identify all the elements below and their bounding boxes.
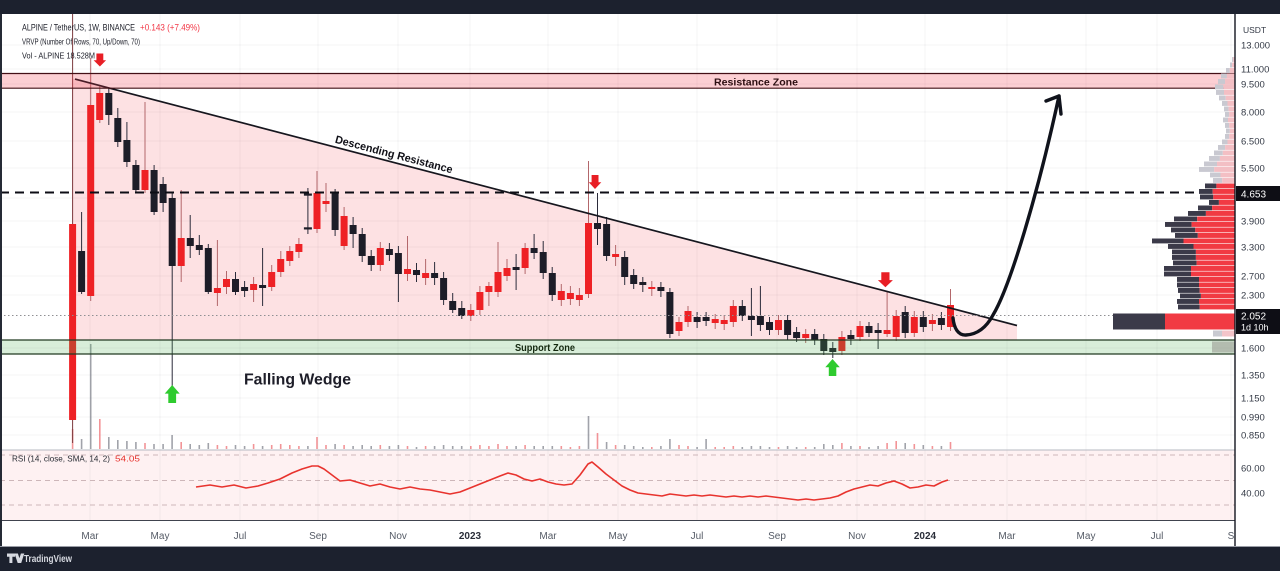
svg-text:1.150: 1.150 xyxy=(1241,394,1265,405)
svg-text:Jul: Jul xyxy=(234,531,247,542)
svg-text:60.00: 60.00 xyxy=(1241,464,1265,475)
svg-text:5.500: 5.500 xyxy=(1241,164,1265,175)
svg-text:9.500: 9.500 xyxy=(1241,80,1265,91)
svg-text:0.990: 0.990 xyxy=(1241,413,1265,424)
svg-text:TradingView: TradingView xyxy=(24,554,72,565)
svg-text:13.000: 13.000 xyxy=(1241,41,1270,52)
svg-text:0.850: 0.850 xyxy=(1241,431,1265,442)
svg-text:8.000: 8.000 xyxy=(1241,108,1265,119)
svg-text:Vol - ALPINE 18.528M: Vol - ALPINE 18.528M xyxy=(22,51,95,61)
svg-text:Jul: Jul xyxy=(691,531,704,542)
svg-text:Nov: Nov xyxy=(848,531,866,542)
svg-text:Support Zone: Support Zone xyxy=(515,342,575,354)
svg-text:VRVP (Number Of Rows, 70, Up/D: VRVP (Number Of Rows, 70, Up/Down, 70) xyxy=(22,37,140,47)
svg-text:2.052: 2.052 xyxy=(1241,312,1266,323)
svg-text:11.000: 11.000 xyxy=(1241,65,1269,76)
svg-text:Sep: Sep xyxy=(309,531,327,542)
svg-text:S: S xyxy=(1228,531,1235,542)
svg-text:May: May xyxy=(1077,531,1096,542)
svg-text:2023: 2023 xyxy=(459,531,482,542)
svg-text:ALPINE / TetherUS, 1W, BINANCE: ALPINE / TetherUS, 1W, BINANCE xyxy=(22,23,135,33)
svg-text:3.300: 3.300 xyxy=(1241,243,1265,254)
svg-text:Mar: Mar xyxy=(998,531,1016,542)
svg-text:Resistance Zone: Resistance Zone xyxy=(714,77,798,89)
svg-text:2.300: 2.300 xyxy=(1241,291,1265,302)
svg-text:4.653: 4.653 xyxy=(1241,190,1266,201)
svg-text:Jul: Jul xyxy=(1151,531,1164,542)
svg-text:1.600: 1.600 xyxy=(1241,344,1265,355)
svg-text:1d 10h: 1d 10h xyxy=(1241,323,1269,333)
svg-text:RSI (14, close, SMA, 14, 2): RSI (14, close, SMA, 14, 2) xyxy=(12,454,110,464)
svg-text:2024: 2024 xyxy=(914,531,937,542)
svg-text:Sep: Sep xyxy=(768,531,786,542)
svg-text:54.05: 54.05 xyxy=(115,454,140,464)
svg-text:40.00: 40.00 xyxy=(1241,489,1265,500)
svg-text:USDT: USDT xyxy=(1243,25,1266,35)
svg-text:Mar: Mar xyxy=(81,531,99,542)
svg-text:May: May xyxy=(609,531,628,542)
svg-text:Nov: Nov xyxy=(389,531,407,542)
svg-text:May: May xyxy=(151,531,170,542)
svg-text:Mar: Mar xyxy=(539,531,557,542)
svg-text:Falling Wedge: Falling Wedge xyxy=(244,372,351,389)
svg-text:1.350: 1.350 xyxy=(1241,371,1265,382)
svg-text:2.700: 2.700 xyxy=(1241,272,1265,283)
svg-text:+0.143 (+7.49%): +0.143 (+7.49%) xyxy=(140,23,200,33)
svg-text:6.500: 6.500 xyxy=(1241,137,1265,148)
svg-text:3.900: 3.900 xyxy=(1241,217,1265,228)
